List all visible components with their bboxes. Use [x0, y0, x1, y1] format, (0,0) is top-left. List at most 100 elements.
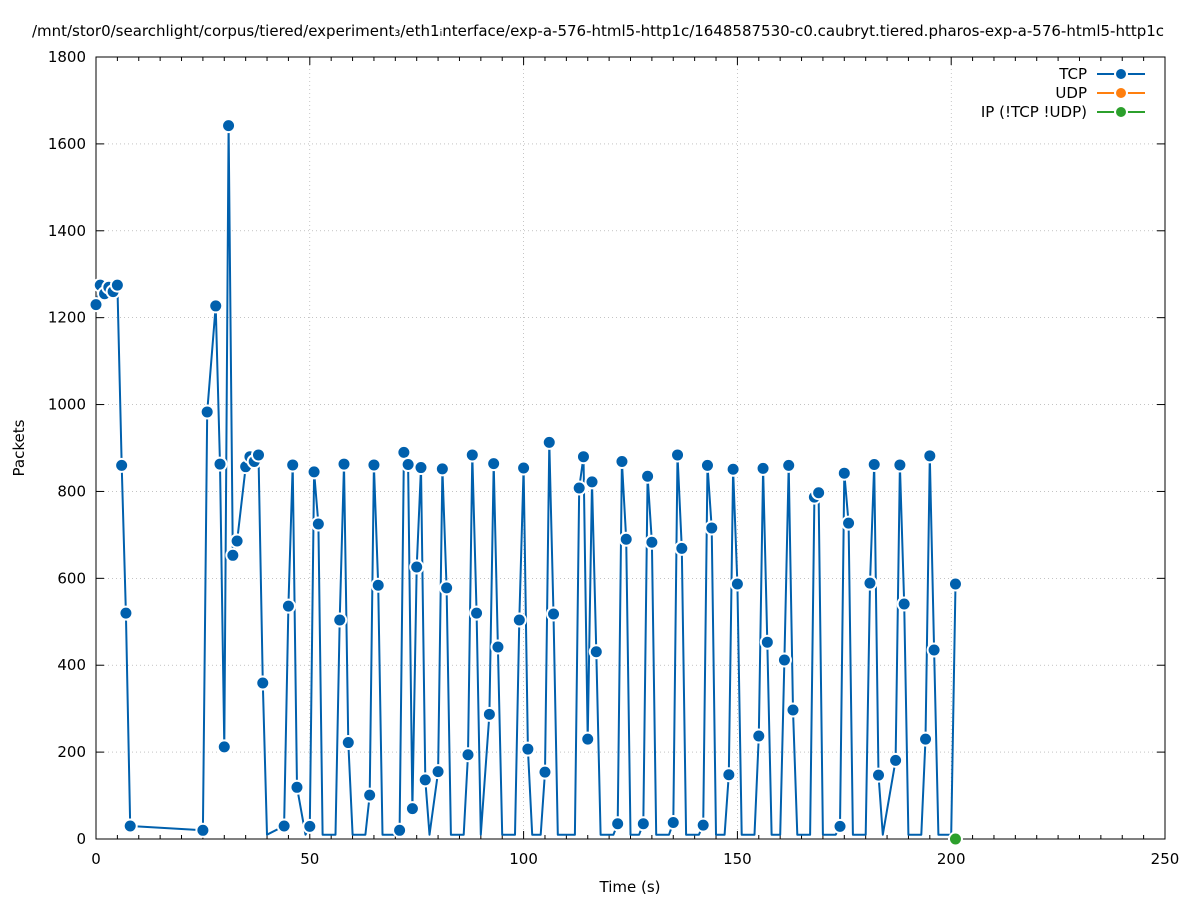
data-point: [781, 457, 797, 473]
y-tick-label: 800: [57, 482, 86, 500]
data-point: [486, 456, 502, 472]
data-point: [439, 580, 455, 596]
data-point: [892, 457, 908, 473]
x-tick-label: 0: [91, 850, 101, 868]
data-point: [832, 818, 848, 834]
data-point: [396, 444, 412, 460]
data-point: [704, 520, 720, 536]
data-point: [469, 605, 485, 621]
data-point: [199, 404, 215, 420]
data-point: [926, 642, 942, 658]
data-point: [695, 817, 711, 833]
data-point: [546, 606, 562, 622]
data-point: [212, 456, 228, 472]
data-point: [409, 559, 425, 575]
data-point: [306, 464, 322, 480]
y-axis-label: Packets: [10, 419, 28, 476]
data-point: [520, 741, 536, 757]
data-point: [481, 706, 497, 722]
series-ip-tcp-udp: [947, 831, 963, 847]
data-point: [584, 474, 600, 490]
y-tick-label: 1800: [48, 48, 86, 66]
data-point: [114, 457, 130, 473]
data-point: [862, 575, 878, 591]
data-point: [255, 675, 271, 691]
data-point: [580, 731, 596, 747]
data-point: [699, 457, 715, 473]
data-point: [370, 577, 386, 593]
axis-ticks: 0 50 100 150 200 250 0 200 400 600 800 1000 1200 1400…: [48, 48, 1180, 868]
data-point: [280, 598, 296, 614]
data-point: [610, 816, 626, 832]
data-point: [332, 612, 348, 628]
legend-marker: [1114, 105, 1128, 119]
data-point: [541, 434, 557, 450]
data-point: [225, 547, 241, 563]
data-point: [614, 453, 630, 469]
data-point: [665, 814, 681, 830]
x-axis-label: Time (s): [599, 878, 661, 896]
y-tick-label: 200: [57, 743, 86, 761]
data-point: [866, 457, 882, 473]
data-point: [392, 822, 408, 838]
data-point: [644, 534, 660, 550]
data-point: [460, 747, 476, 763]
data-point: [417, 772, 433, 788]
data-point: [670, 447, 686, 463]
data-point: [221, 118, 237, 134]
data-point: [537, 764, 553, 780]
data-point: [729, 576, 745, 592]
data-point: [250, 447, 266, 463]
data-point: [88, 297, 104, 313]
data-point: [464, 447, 480, 463]
data-point: [888, 752, 904, 768]
data-point: [336, 456, 352, 472]
data-point: [511, 612, 527, 628]
legend-label: IP (!TCP !UDP): [981, 103, 1087, 121]
x-tick-label: 50: [300, 850, 319, 868]
data-point: [276, 818, 292, 834]
legend-label: TCP: [1058, 65, 1087, 83]
data-point: [947, 576, 963, 592]
data-point: [434, 461, 450, 477]
data-point: [947, 831, 963, 847]
data-point: [195, 822, 211, 838]
data-point: [285, 457, 301, 473]
data-point: [118, 605, 134, 621]
data-point: [640, 468, 656, 484]
data-point: [918, 731, 934, 747]
series-tcp: [88, 118, 963, 838]
y-tick-label: 0: [76, 830, 86, 848]
x-tick-label: 200: [937, 850, 966, 868]
data-point: [785, 702, 801, 718]
data-point: [575, 449, 591, 465]
data-point: [516, 460, 532, 476]
y-tick-label: 1400: [48, 222, 86, 240]
data-point: [229, 533, 245, 549]
data-point: [759, 634, 775, 650]
data-point: [310, 516, 326, 532]
data-point: [216, 739, 232, 755]
data-point: [635, 816, 651, 832]
data-point: [674, 540, 690, 556]
data-point: [896, 596, 912, 612]
series-line: [95, 124, 957, 836]
data-point: [776, 652, 792, 668]
chart-title: /mnt/stor0/searchlight/corpus/tiered/exp…: [32, 22, 1164, 40]
data-point: [588, 644, 604, 660]
data-point: [725, 461, 741, 477]
data-point: [404, 801, 420, 817]
data-point: [362, 787, 378, 803]
data-point: [811, 485, 827, 501]
data-point: [618, 531, 634, 547]
data-point: [490, 639, 506, 655]
x-tick-label: 250: [1151, 850, 1180, 868]
legend-marker: [1114, 67, 1128, 81]
data-point: [366, 457, 382, 473]
legend-marker: [1114, 86, 1128, 100]
data-point: [340, 735, 356, 751]
x-tick-label: 150: [723, 850, 752, 868]
